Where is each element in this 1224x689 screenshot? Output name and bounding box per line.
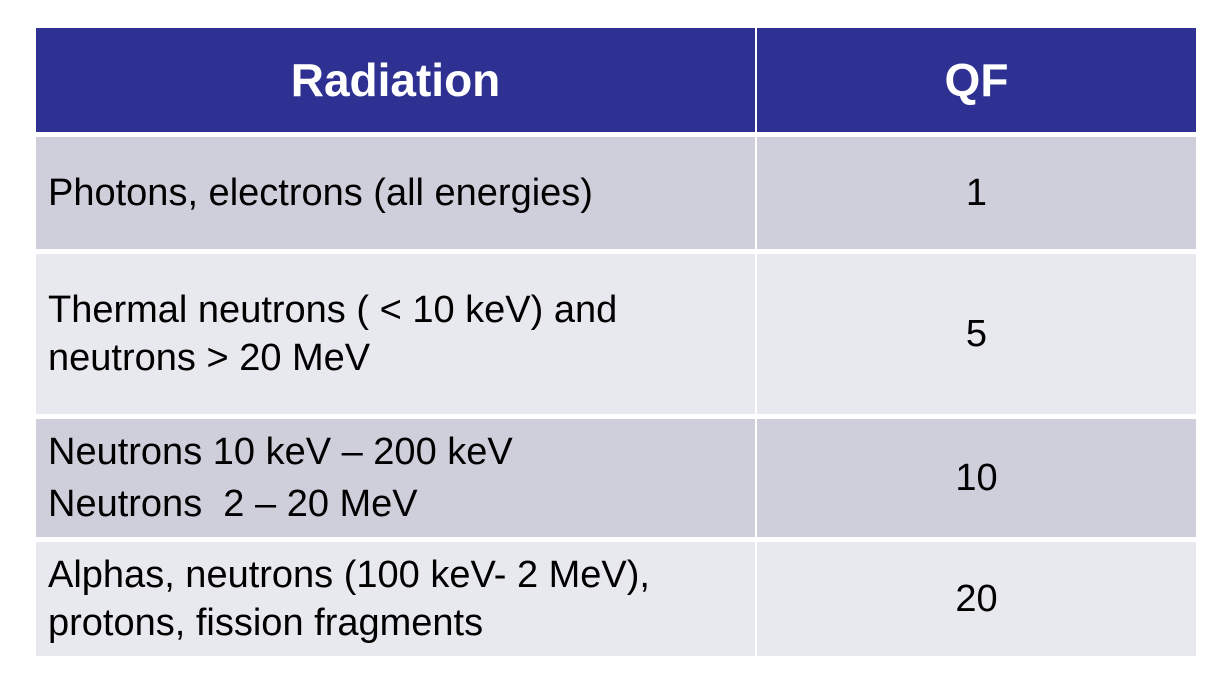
table-row: Photons, electrons (all energies) 1 bbox=[36, 132, 1196, 252]
radiation-text: neutrons > 20 MeV bbox=[48, 337, 371, 379]
radiation-cell: Alphas, neutrons (100 keV- 2 MeV), proto… bbox=[36, 537, 757, 656]
radiation-cell: Neutrons 10 keV – 200 keV Neutrons 2 – 2… bbox=[36, 414, 757, 540]
radiation-text: Neutrons 10 keV – 200 keV bbox=[48, 431, 513, 473]
quality-factor-table-container: Radiation QF Photons, electrons (all ene… bbox=[36, 28, 1196, 656]
radiation-text: Neutrons 2 – 20 MeV bbox=[48, 483, 418, 525]
header-radiation: Radiation bbox=[36, 28, 757, 135]
table-row: Alphas, neutrons (100 keV- 2 MeV), proto… bbox=[36, 537, 1196, 656]
radiation-text: Alphas, neutrons (100 keV- 2 MeV), bbox=[48, 554, 650, 596]
radiation-cell: Photons, electrons (all energies) bbox=[36, 132, 757, 252]
table-header-row: Radiation QF bbox=[36, 28, 1196, 135]
table-row: Thermal neutrons ( < 10 keV) and neutron… bbox=[36, 249, 1196, 417]
qf-cell: 5 bbox=[756, 249, 1196, 417]
qf-cell: 20 bbox=[756, 537, 1196, 656]
radiation-text: protons, fission fragments bbox=[48, 602, 484, 644]
radiation-text: Photons, electrons (all energies) bbox=[48, 172, 593, 214]
radiation-text: Thermal neutrons ( < 10 keV) and bbox=[48, 289, 618, 331]
quality-factor-table: Radiation QF Photons, electrons (all ene… bbox=[36, 28, 1196, 656]
qf-cell: 10 bbox=[756, 414, 1196, 540]
qf-cell: 1 bbox=[756, 132, 1196, 252]
radiation-cell: Thermal neutrons ( < 10 keV) and neutron… bbox=[36, 249, 757, 417]
header-qf: QF bbox=[756, 28, 1196, 135]
table-row: Neutrons 10 keV – 200 keV Neutrons 2 – 2… bbox=[36, 414, 1196, 540]
